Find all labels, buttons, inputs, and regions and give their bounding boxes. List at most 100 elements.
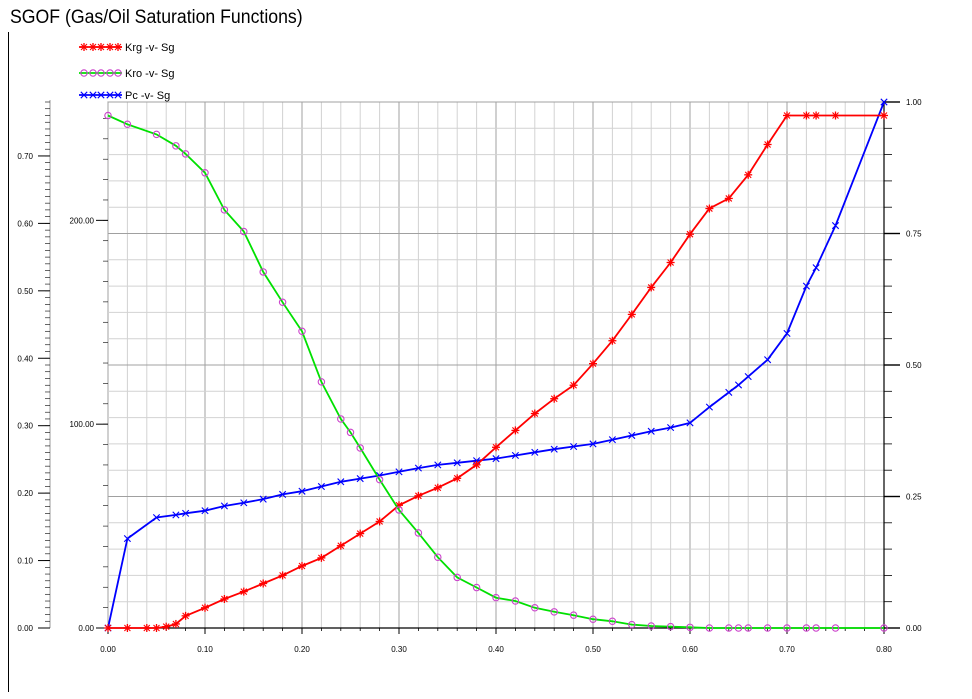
data-point [220, 206, 229, 214]
data-point [764, 356, 772, 364]
data-point [414, 529, 423, 537]
data-point-stroke [764, 141, 771, 148]
data-point-stroke [337, 478, 345, 486]
data-point [106, 43, 114, 51]
data-point [453, 459, 461, 467]
data-point [647, 283, 656, 292]
data-point [278, 298, 287, 307]
data-point [783, 624, 791, 632]
data-point [569, 381, 578, 390]
data-point-stroke [182, 509, 190, 517]
data-point [744, 372, 752, 381]
data-point-stroke [473, 461, 480, 469]
data-point [152, 130, 161, 139]
data-point [152, 513, 161, 522]
data-point-stroke [570, 442, 578, 451]
data-point [589, 359, 597, 368]
x-tick-label: 0.40 [488, 645, 504, 654]
data-point [812, 624, 820, 632]
data-point-stroke [240, 588, 248, 595]
data-point [123, 120, 132, 129]
data-point-stroke [609, 337, 616, 345]
data-point-stroke [220, 502, 228, 510]
y-right-tick-label: 1.00 [906, 98, 922, 107]
y-left-outer-tick-label: 0.00 [17, 624, 33, 633]
data-point [812, 111, 821, 120]
data-point-stroke [298, 562, 306, 570]
data-point [172, 511, 180, 519]
data-point [337, 478, 345, 486]
data-point-stroke [764, 356, 772, 364]
data-point [531, 604, 539, 612]
data-point-stroke [589, 440, 597, 448]
data-point [472, 460, 481, 469]
data-point-stroke [734, 381, 743, 389]
data-point-stroke [453, 459, 461, 467]
data-point [783, 329, 791, 338]
data-point-stroke [647, 427, 655, 435]
data-point [106, 69, 114, 77]
data-point-stroke [298, 487, 306, 495]
data-point [279, 490, 287, 498]
data-point [434, 461, 442, 469]
data-point [278, 571, 287, 580]
data-point [172, 142, 180, 150]
data-point [375, 517, 384, 526]
data-point [171, 619, 180, 628]
data-point [395, 506, 403, 514]
data-point [152, 624, 161, 632]
data-point-stroke [453, 474, 461, 482]
data-point [123, 624, 132, 632]
y-left-inner-tick-label: 0.00 [78, 624, 94, 633]
grid [107, 101, 885, 629]
y-left-outer-tick-label: 0.10 [17, 557, 33, 566]
data-point [627, 310, 636, 319]
data-point [492, 443, 500, 452]
data-point-stroke [725, 388, 733, 396]
data-point-stroke [589, 360, 597, 368]
data-point [472, 583, 481, 592]
data-point [201, 169, 209, 177]
data-point [667, 424, 675, 432]
data-point [375, 475, 384, 484]
y-right-tick-label: 0.00 [906, 624, 922, 633]
data-point [104, 624, 112, 632]
data-point [89, 69, 97, 77]
data-point-stroke [628, 431, 636, 440]
data-point-stroke [162, 623, 170, 631]
data-point [434, 553, 442, 561]
data-point-stroke [802, 282, 810, 290]
x-tick-label: 0.50 [585, 645, 601, 654]
data-point [337, 415, 345, 423]
data-point [647, 622, 655, 630]
data-point [783, 111, 791, 120]
x-tick-label: 0.00 [100, 645, 116, 654]
data-point [724, 194, 733, 203]
data-point [142, 624, 151, 632]
data-point [880, 624, 888, 632]
data-point [492, 593, 500, 602]
data-point-stroke [531, 448, 539, 456]
data-point-stroke [279, 490, 287, 498]
y-left-inner-tick-label: 100.00 [70, 420, 95, 429]
data-point [880, 98, 888, 106]
data-point [705, 624, 714, 632]
data-point-stroke [686, 419, 694, 427]
data-point-stroke [570, 381, 577, 389]
data-point [686, 623, 694, 632]
data-point [240, 227, 248, 236]
series-line [108, 114, 884, 629]
data-point-stroke [608, 436, 616, 444]
data-point-stroke [279, 572, 286, 579]
data-point [97, 69, 105, 77]
data-point [104, 111, 112, 120]
series-1 [104, 111, 888, 632]
y-right-tick-label: 0.25 [906, 493, 922, 502]
x-tick-label: 0.80 [876, 645, 892, 654]
data-point-stroke [89, 91, 97, 99]
data-point [734, 381, 743, 389]
data-point [356, 529, 365, 538]
data-point [114, 91, 122, 99]
data-point-stroke [240, 499, 248, 507]
